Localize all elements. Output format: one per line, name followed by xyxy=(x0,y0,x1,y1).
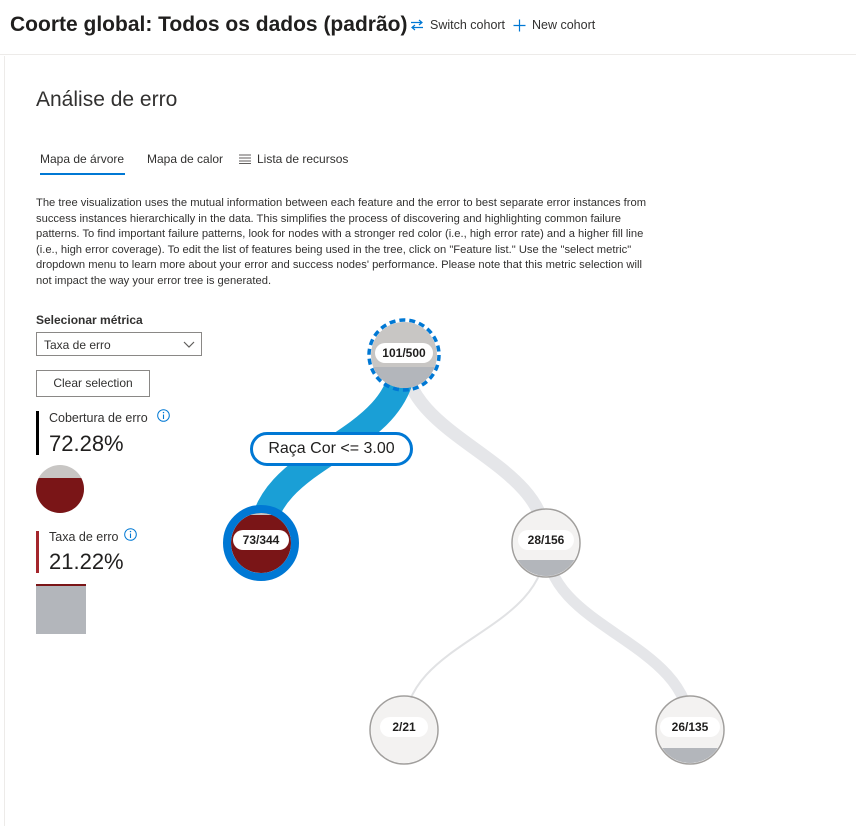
tree-node-right[interactable]: 28/156 xyxy=(510,508,582,580)
new-cohort-label: New cohort xyxy=(532,18,596,32)
split-condition-label: Raça Cor <= 3.00 xyxy=(250,432,413,466)
list-icon xyxy=(239,154,251,164)
coverage-value: 72.28% xyxy=(49,431,124,456)
tree-node-left-label: 73/344 xyxy=(243,533,280,547)
metric-dropdown[interactable]: Taxa de erro xyxy=(36,332,202,356)
tab-feature-list-label: Lista de recursos xyxy=(257,152,349,166)
metric-label: Selecionar métrica xyxy=(36,313,143,327)
tab-feature-list[interactable]: Lista de recursos xyxy=(239,152,348,166)
error-rate-indicator-bar xyxy=(36,531,39,573)
page-title: Análise de erro xyxy=(36,88,178,111)
tree-node-right-left-label: 2/21 xyxy=(392,720,416,734)
info-icon[interactable] xyxy=(124,528,137,541)
error-rate-title: Taxa de erro xyxy=(49,530,119,544)
cohort-title: Coorte global: Todos os dados (padrão) xyxy=(10,13,408,36)
tab-tree-map[interactable]: Mapa de árvore xyxy=(40,152,125,166)
new-cohort-button[interactable]: New cohort xyxy=(513,18,595,32)
tree-node-right-right-label: 26/135 xyxy=(672,720,709,734)
plus-icon xyxy=(513,19,526,31)
tree-node-left[interactable]: 73/344 xyxy=(223,505,299,581)
active-tab-indicator xyxy=(40,173,125,175)
cohort-bar: Coorte global: Todos os dados (padrão) S… xyxy=(0,0,856,55)
tab-heat-map[interactable]: Mapa de calor xyxy=(147,152,224,166)
clear-selection-button[interactable]: Clear selection xyxy=(36,370,150,397)
tree-node-right-label: 28/156 xyxy=(528,533,565,547)
coverage-indicator-bar xyxy=(36,411,39,455)
chevron-down-icon xyxy=(183,341,195,348)
tree-node-root[interactable]: 101/500 xyxy=(366,318,446,397)
error-rate-value: 21.22% xyxy=(49,549,124,574)
switch-arrows-icon xyxy=(411,19,423,31)
coverage-title: Cobertura de erro xyxy=(49,411,148,425)
switch-cohort-label: Switch cohort xyxy=(430,18,506,32)
coverage-legend-circle xyxy=(36,465,84,513)
tree-node-right-left[interactable]: 2/21 xyxy=(369,695,439,765)
error-rate-legend-square xyxy=(36,584,86,634)
tree-node-root-label: 101/500 xyxy=(382,346,426,360)
tree-description: The tree visualization uses the mutual i… xyxy=(36,197,647,287)
info-icon[interactable] xyxy=(157,409,170,422)
tree-edge-right-right[interactable] xyxy=(540,537,696,736)
error-analysis-panel xyxy=(4,56,856,826)
error-rate-legend-fill xyxy=(36,584,86,586)
tree-node-right-right[interactable]: 26/135 xyxy=(654,695,726,768)
switch-cohort-button[interactable]: Switch cohort xyxy=(410,18,505,32)
metric-selected-value: Taxa de erro xyxy=(44,338,111,352)
tree-edge-right-left[interactable] xyxy=(403,542,547,731)
